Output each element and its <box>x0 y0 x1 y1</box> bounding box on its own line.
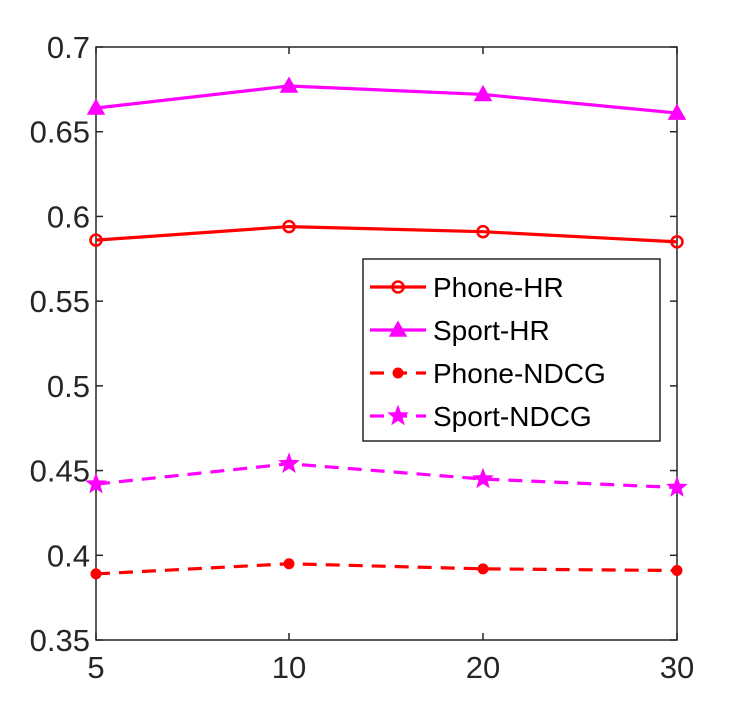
data-point-phone-hr <box>670 235 684 249</box>
legend-label-sport-ndcg: Sport-NDCG <box>433 401 592 432</box>
data-point-phone-hr <box>476 224 490 239</box>
data-point-sport-hr <box>86 98 106 115</box>
y-tick-label: 0.4 <box>47 538 90 573</box>
y-tick-label: 0.35 <box>30 623 90 658</box>
data-point-phone-hr <box>282 219 296 234</box>
data-point-phone-ndcg <box>671 565 683 577</box>
data-point-sport-hr <box>279 76 299 93</box>
legend-label-phone-ndcg: Phone-NDCG <box>433 358 606 389</box>
series-line-sport-ndcg <box>95 462 678 490</box>
axes: 0.35 0.4 0.45 0.5 0.55 0.6 0.65 0.7 5 10 20 30 <box>30 30 695 685</box>
series-line-phone-hr <box>95 224 678 244</box>
legend-label-sport-hr: Sport-HR <box>433 315 550 346</box>
plot-area-frame <box>95 46 678 641</box>
series-line-phone-ndcg <box>95 562 678 576</box>
x-tick-label: 20 <box>466 650 500 685</box>
data-point-sport-ndcg <box>278 452 300 474</box>
series-phone-hr <box>89 219 684 249</box>
legend-marker-phone-hr <box>391 280 405 294</box>
series-sport-hr <box>86 76 687 120</box>
x-tick-label: 10 <box>272 650 306 685</box>
legend-entry-phone-ndcg: Phone-NDCG <box>370 358 606 389</box>
series-sport-ndcg <box>85 452 688 497</box>
x-tick-label: 5 <box>87 650 104 685</box>
y-tick-label: 0.65 <box>30 115 90 150</box>
data-point-phone-ndcg <box>283 558 295 570</box>
legend: Phone-HR Sport-HR Phone-NDCG Sport-NDCG <box>362 258 661 442</box>
y-tick-label: 0.7 <box>47 30 90 65</box>
data-point-sport-ndcg <box>85 472 107 494</box>
plot-series <box>85 76 688 580</box>
data-point-sport-ndcg <box>666 476 688 497</box>
y-tick-label: 0.6 <box>47 199 90 234</box>
y-tick-label: 0.5 <box>47 369 90 404</box>
legend-entry-sport-ndcg: Sport-NDCG <box>370 401 592 432</box>
y-tick-label: 0.55 <box>30 284 90 319</box>
data-point-sport-hr <box>473 84 493 102</box>
data-point-phone-ndcg <box>477 563 489 575</box>
legend-marker-phone-ndcg <box>392 367 404 379</box>
data-point-phone-hr <box>89 233 103 247</box>
legend-marker-sport-ndcg <box>387 404 409 426</box>
series-phone-ndcg <box>90 558 683 580</box>
y-tick-label: 0.45 <box>30 454 90 489</box>
data-point-sport-ndcg <box>472 467 494 489</box>
legend-entry-sport-hr: Sport-HR <box>370 315 550 346</box>
series-line-sport-hr <box>95 84 678 115</box>
legend-marker-sport-hr <box>388 320 408 337</box>
data-point-phone-ndcg <box>90 568 102 580</box>
legend-box <box>362 258 661 442</box>
legend-entry-phone-hr: Phone-HR <box>370 272 564 303</box>
x-tick-label: 30 <box>660 650 694 685</box>
legend-label-phone-hr: Phone-HR <box>433 272 564 303</box>
data-point-sport-hr <box>667 103 687 120</box>
